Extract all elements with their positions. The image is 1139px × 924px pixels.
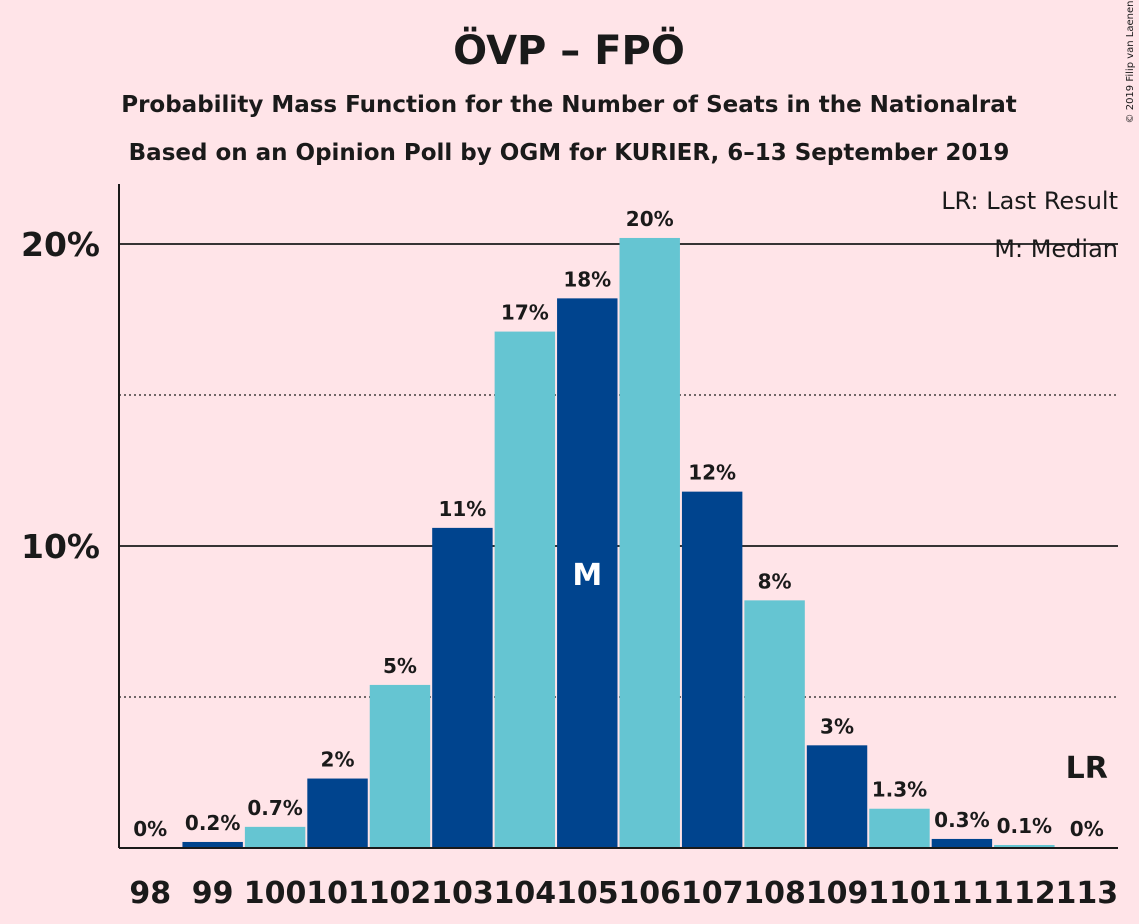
data-label-98: 0%	[133, 817, 167, 841]
bar-112	[994, 844, 1055, 848]
legend-last-result: LR: Last Result	[941, 187, 1118, 215]
x-tick-108: 108	[743, 876, 806, 911]
chart-subtitle-line-1: Probability Mass Function for the Number…	[121, 92, 1017, 118]
data-label-106: 20%	[626, 207, 674, 231]
x-tick-109: 109	[806, 876, 869, 911]
bar-110	[869, 808, 930, 848]
data-label-100: 0.7%	[247, 796, 302, 820]
x-tick-112: 112	[993, 876, 1056, 911]
data-label-103: 11%	[438, 497, 486, 521]
x-tick-111: 111	[931, 876, 994, 911]
bars	[182, 237, 1055, 849]
tick-labels: 98 99 100 101 102 103 104 105 106 107 108 109 110 111…	[21, 225, 1118, 911]
data-label-107: 12%	[688, 461, 736, 485]
median-marker: M	[572, 558, 602, 593]
data-label-102: 5%	[383, 654, 417, 678]
x-tick-100: 100	[244, 876, 307, 911]
legend-median: M: Median	[994, 235, 1118, 263]
data-label-108: 8%	[758, 569, 792, 593]
data-label-104: 17%	[501, 301, 549, 325]
data-label-112: 0.1%	[997, 814, 1052, 838]
bar-106	[619, 237, 680, 848]
data-label-101: 2%	[321, 748, 355, 772]
y-tick-10: 10%	[21, 527, 100, 566]
bar-111	[931, 838, 993, 848]
bar-109	[806, 745, 868, 848]
last-result-marker: LR	[1066, 751, 1108, 786]
bar-105	[557, 298, 618, 848]
bar-107	[681, 491, 743, 848]
x-tick-110: 110	[868, 876, 931, 911]
x-tick-113: 113	[1055, 876, 1118, 911]
x-tick-105: 105	[556, 876, 619, 911]
data-label-109: 3%	[820, 714, 854, 738]
data-label-111: 0.3%	[934, 808, 989, 832]
data-label-110: 1.3%	[872, 778, 927, 802]
x-tick-99: 99	[192, 876, 234, 911]
bar-108	[744, 600, 805, 848]
bar-99	[182, 841, 243, 848]
chart-subtitle-line-2: Based on an Opinion Poll by OGM for KURI…	[129, 140, 1010, 166]
x-tick-102: 102	[369, 876, 432, 911]
y-tick-20: 20%	[21, 225, 100, 264]
bar-104	[494, 331, 556, 849]
x-tick-104: 104	[494, 876, 557, 911]
chart-title: ÖVP – FPÖ	[453, 26, 685, 74]
x-tick-106: 106	[618, 876, 681, 911]
copyright-notice: © 2019 Filip van Laenen	[1125, 1, 1136, 124]
x-tick-101: 101	[306, 876, 369, 911]
data-labels: 0% 0.2% 0.7% 2% 5% 11% 17% 18% M 20% 12% 8% 3% 1.3% 0.…	[133, 207, 1108, 841]
data-label-99: 0.2%	[185, 811, 240, 835]
bar-102	[369, 684, 431, 848]
x-tick-98: 98	[129, 876, 171, 911]
bar-101	[307, 778, 368, 848]
bar-100	[244, 826, 306, 848]
gridlines	[119, 243, 1118, 698]
bar-103	[432, 527, 493, 848]
axes	[118, 184, 1118, 849]
data-label-105: 18%	[563, 267, 611, 291]
data-label-113: 0%	[1070, 817, 1104, 841]
x-tick-107: 107	[681, 876, 744, 911]
x-tick-103: 103	[431, 876, 494, 911]
